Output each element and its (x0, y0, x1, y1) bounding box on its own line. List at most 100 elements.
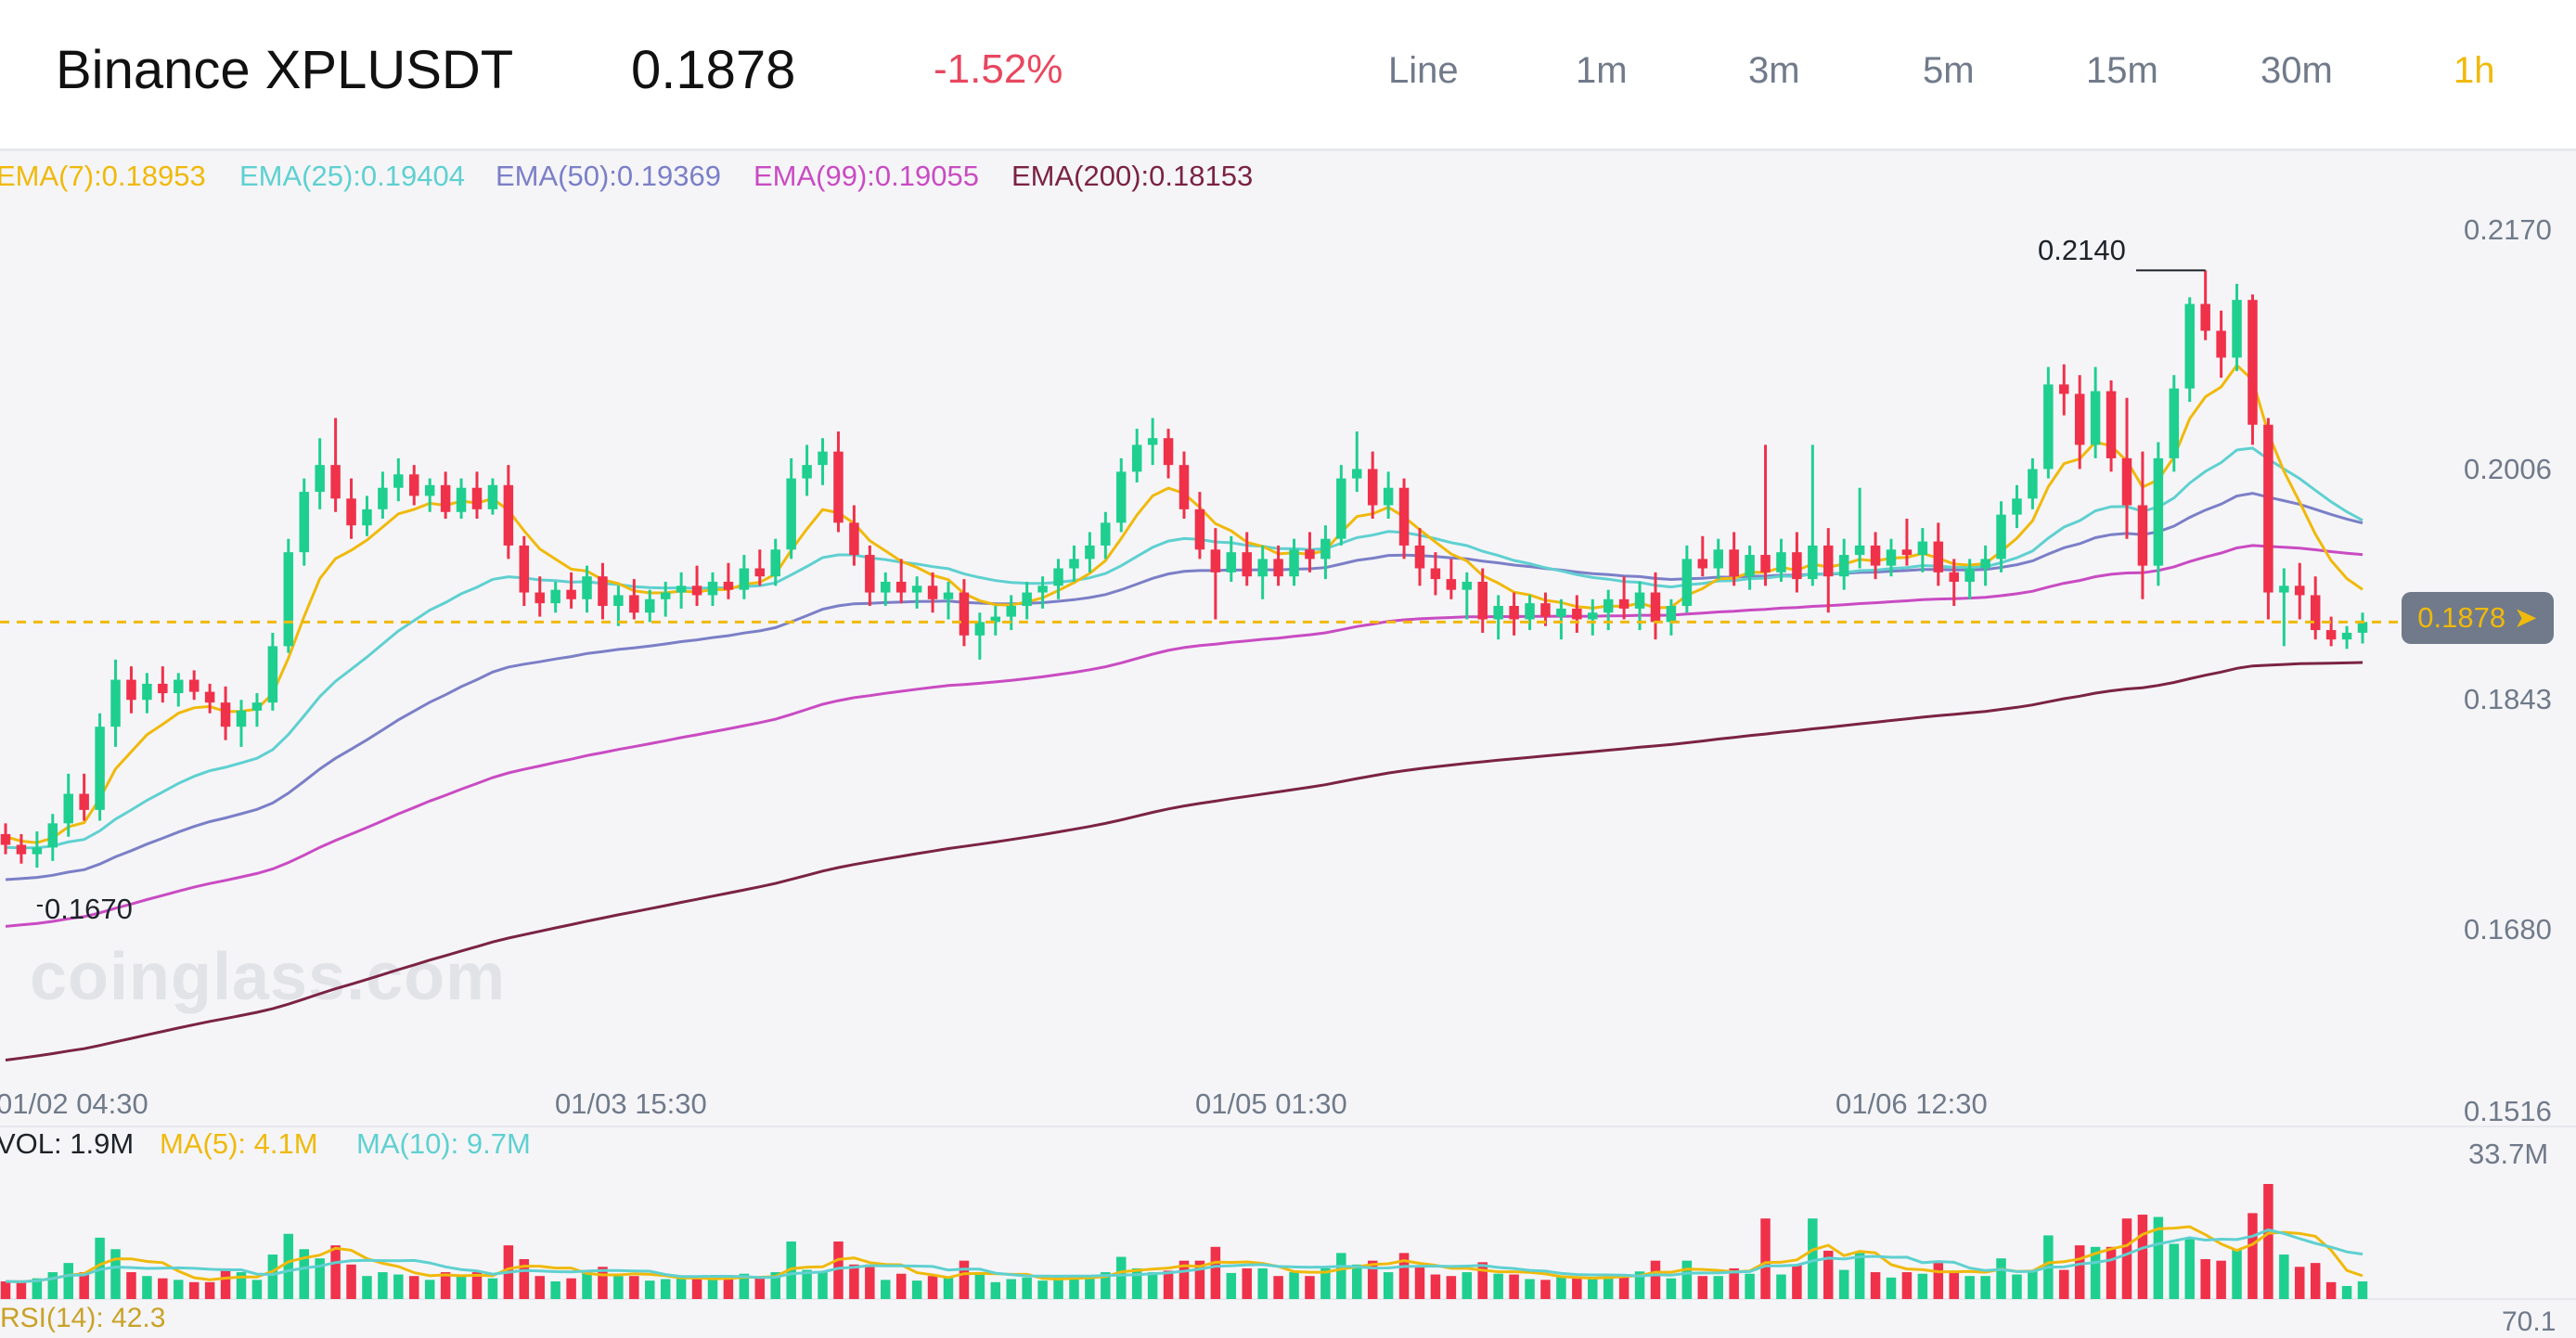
volume-bar (2184, 1239, 2195, 1299)
volume-bar (1430, 1274, 1441, 1299)
candle-body (1823, 545, 1834, 577)
candle-body (2090, 391, 2101, 445)
candle-body (1556, 608, 1566, 617)
ema200-line (5, 661, 2363, 1061)
candle-body (1069, 559, 1079, 569)
watermark: coinglass.com (30, 940, 507, 1014)
y-tick-label: 0.1516 (2464, 1095, 2552, 1127)
tab-5m[interactable]: 5m (1923, 50, 1975, 91)
volume-ma5-line (5, 1225, 2363, 1283)
volume-bar (2216, 1260, 2226, 1299)
volume-bar (2074, 1245, 2085, 1299)
volume-bar (2137, 1215, 2148, 1299)
volume-bar (378, 1272, 388, 1299)
volume-bar (1776, 1274, 1786, 1299)
candle-body (1634, 592, 1645, 609)
candle-body (330, 465, 341, 499)
candle-body (927, 585, 938, 599)
candle-body (1383, 487, 1394, 506)
tab-30m[interactable]: 30m (2260, 50, 2333, 91)
volume-bar (1634, 1271, 1645, 1299)
candle-body (1509, 606, 1519, 620)
candle-body (0, 833, 11, 845)
volume-bar (566, 1278, 576, 1299)
candle-body (1493, 606, 1503, 620)
candle-body (2248, 300, 2258, 425)
candle-body (1996, 514, 2006, 560)
candle-body (2279, 585, 2289, 593)
x-tick-label: 01/02 04:30 (0, 1087, 148, 1120)
candle-body (1053, 568, 1063, 586)
candle-body (911, 585, 922, 593)
volume-bar (1273, 1276, 1283, 1299)
volume-bar (1462, 1272, 1473, 1299)
candle-body (802, 465, 812, 479)
volume-bar (2200, 1259, 2210, 1299)
volume-bar (1792, 1264, 1802, 1299)
tab-1h[interactable]: 1h (2454, 50, 2495, 91)
x-tick-label: 01/03 15:30 (555, 1087, 707, 1120)
volume-bar (16, 1281, 27, 1299)
volume-bar (1603, 1276, 1614, 1299)
volume-bar (739, 1273, 750, 1299)
candle-body (1446, 579, 1457, 590)
volume-bar (974, 1272, 985, 1299)
current-price-tag: 0.1878 ➤ (2402, 592, 2554, 644)
candle-body (424, 484, 435, 496)
candle-body (487, 484, 498, 509)
volume-bar (362, 1276, 372, 1299)
candle-body (2043, 384, 2054, 470)
candle-body (1163, 438, 1174, 466)
candle-body (1650, 592, 1661, 623)
candle-body (1116, 471, 1127, 523)
candle-body (754, 568, 766, 577)
volume-bar (1053, 1276, 1063, 1299)
volume-bar (299, 1249, 309, 1299)
tab-15m[interactable]: 15m (2086, 50, 2158, 91)
ema99-label: EMA(99):0.19055 (753, 160, 979, 192)
tab-3m[interactable]: 3m (1748, 50, 1800, 91)
volume-bar (2263, 1184, 2273, 1299)
candle-body (881, 581, 891, 593)
ema7-line (5, 363, 2363, 844)
volume-bar (158, 1278, 168, 1299)
volume-bar (1618, 1274, 1629, 1299)
candle-body (550, 589, 560, 604)
candle-body (1085, 545, 1095, 560)
candle-body (566, 589, 576, 599)
candle-body (2074, 393, 2085, 445)
volume-bar (1509, 1274, 1519, 1299)
volume-bar (1336, 1253, 1346, 1299)
candle-body (1101, 522, 1111, 546)
volume-bar (2169, 1243, 2180, 1299)
volume-bar (1493, 1273, 1503, 1299)
candle-body (1414, 545, 1425, 569)
volume-bar (2310, 1263, 2321, 1299)
volume-bar (1729, 1267, 1739, 1299)
volume-bar (2106, 1246, 2117, 1299)
volume-bar (440, 1272, 451, 1299)
volume-bar (1085, 1276, 1095, 1299)
volume-bar (2295, 1267, 2305, 1299)
candle-body (1808, 545, 1818, 580)
volume-bar (519, 1259, 530, 1299)
candle-body (2012, 498, 2022, 515)
tab-line[interactable]: Line (1388, 50, 1459, 91)
volume-bar (895, 1273, 907, 1299)
volume-bar (1713, 1276, 1723, 1299)
tab-1m[interactable]: 1m (1576, 50, 1628, 91)
candle-body (158, 683, 168, 694)
candle-body (1681, 559, 1693, 607)
candle-body (1745, 555, 1755, 577)
volume-bar (535, 1276, 545, 1299)
volume-bar (990, 1281, 1001, 1299)
candle-body (1854, 545, 1865, 556)
volume-bar (1477, 1262, 1488, 1299)
volume-bar (346, 1264, 356, 1299)
candle-body (79, 793, 89, 810)
price-change: -1.52% (934, 46, 1063, 92)
candle-body (849, 522, 859, 556)
candle-body (174, 679, 184, 694)
volume-bar (220, 1267, 231, 1299)
